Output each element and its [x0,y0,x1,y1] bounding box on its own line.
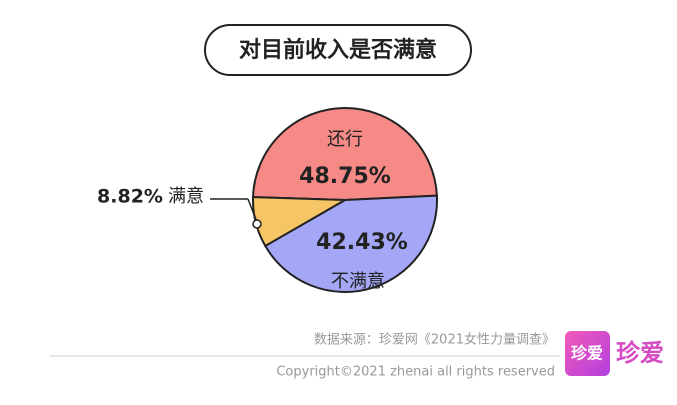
category-label: 还行 [327,129,363,150]
leader-dot [252,219,262,229]
value-label: 48.75% [299,164,391,189]
copyright: Copyright©2021 zhenai all rights reserve… [276,365,555,380]
pie-slice [252,106,438,202]
category-label: 满意 [168,186,204,207]
logo [565,331,610,376]
chart-title: 对目前收入是否满意 [239,37,437,63]
source: 数据来源：珍爱网《2021女性力量调查》 [314,332,555,348]
pie [252,106,438,293]
leader-line [247,198,258,223]
brand: 珍爱 [616,339,664,367]
value-label: 42.43% [316,230,408,255]
logo-text: 珍爱 [571,344,603,363]
value-label: 8.82% [97,186,163,208]
pie-slice [263,194,438,293]
category-label: 不满意 [331,271,385,292]
title-box [204,24,472,76]
